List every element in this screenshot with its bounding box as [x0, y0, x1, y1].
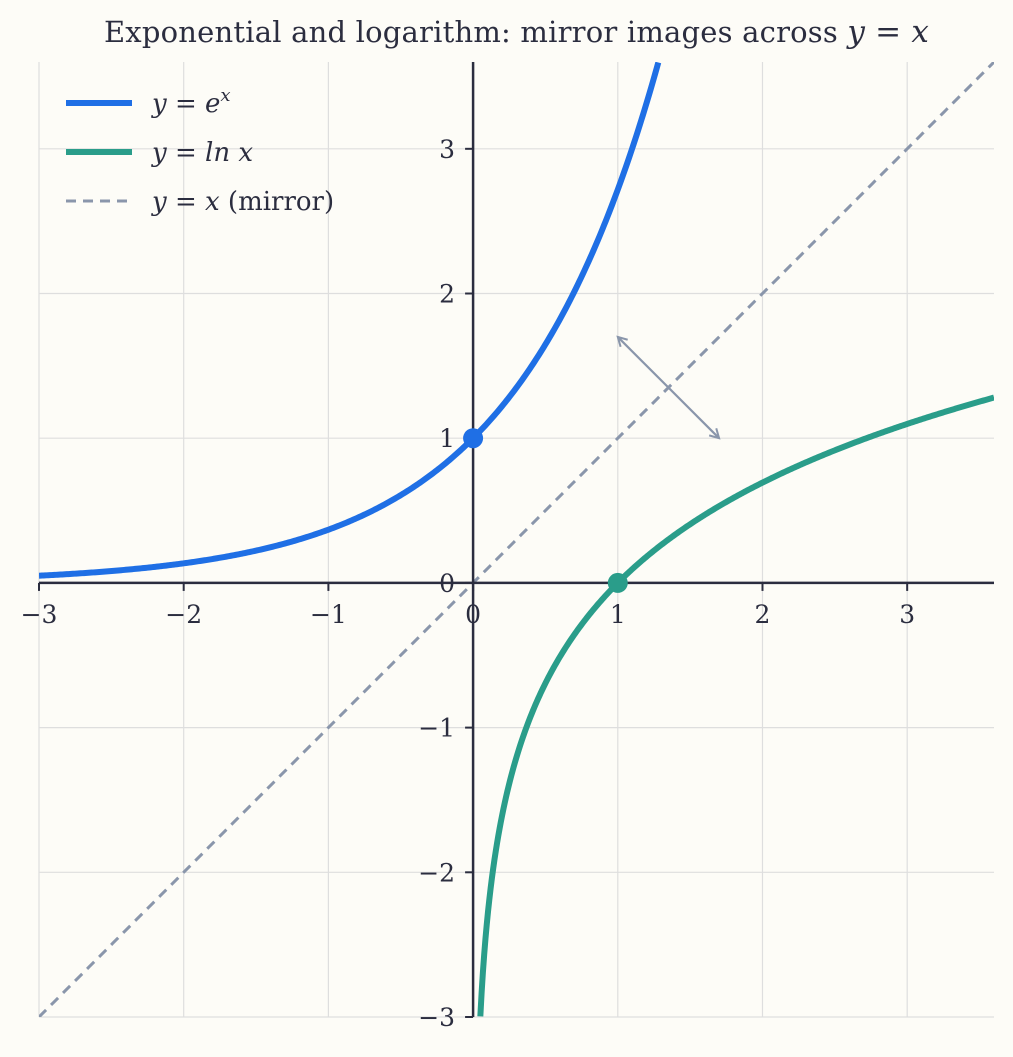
- x-tick-label: −1: [310, 600, 347, 629]
- mirror-arrow: [618, 337, 719, 438]
- x-tick-label: 1: [610, 600, 626, 629]
- legend: y = ex y = ln x y = x (mirror): [66, 85, 334, 217]
- legend-label-1: y = ex: [151, 85, 231, 119]
- highlight-point-1: [463, 428, 484, 449]
- chart-title-text: Exponential and logarithm: mirror images…: [103, 15, 848, 49]
- y-tick-label: −2: [418, 858, 455, 887]
- y-tick-label: −3: [418, 1003, 455, 1032]
- y-tick-label: 0: [439, 569, 455, 598]
- x-tick-label: 2: [755, 600, 771, 629]
- series-line-2: [477, 394, 994, 1017]
- highlight-point-2: [607, 572, 628, 593]
- chart-title: Exponential and logarithm: mirror images…: [0, 14, 1013, 50]
- x-tick-label: 3: [899, 600, 915, 629]
- chart-title-math: y = x: [847, 14, 930, 50]
- x-tick-label: −3: [21, 600, 58, 629]
- y-tick-label: −1: [418, 714, 455, 743]
- legend-label-3: y = x (mirror): [151, 187, 334, 217]
- x-tick-label: 0: [465, 600, 481, 629]
- y-tick-label: 2: [439, 280, 455, 309]
- x-tick-label: −2: [165, 600, 202, 629]
- series-line-1: [39, 62, 662, 579]
- series-group: [39, 62, 994, 1017]
- y-tick-label: 1: [439, 424, 455, 453]
- annotations: [618, 337, 719, 438]
- legend-label-2: y = ln x: [151, 138, 253, 168]
- y-tick-label: 3: [439, 135, 455, 164]
- tick-labels: −3 −2 −1 0 1 2 3 −3 −2 −1 0 1 2 3: [21, 135, 916, 1032]
- series-line-3: [39, 62, 994, 1017]
